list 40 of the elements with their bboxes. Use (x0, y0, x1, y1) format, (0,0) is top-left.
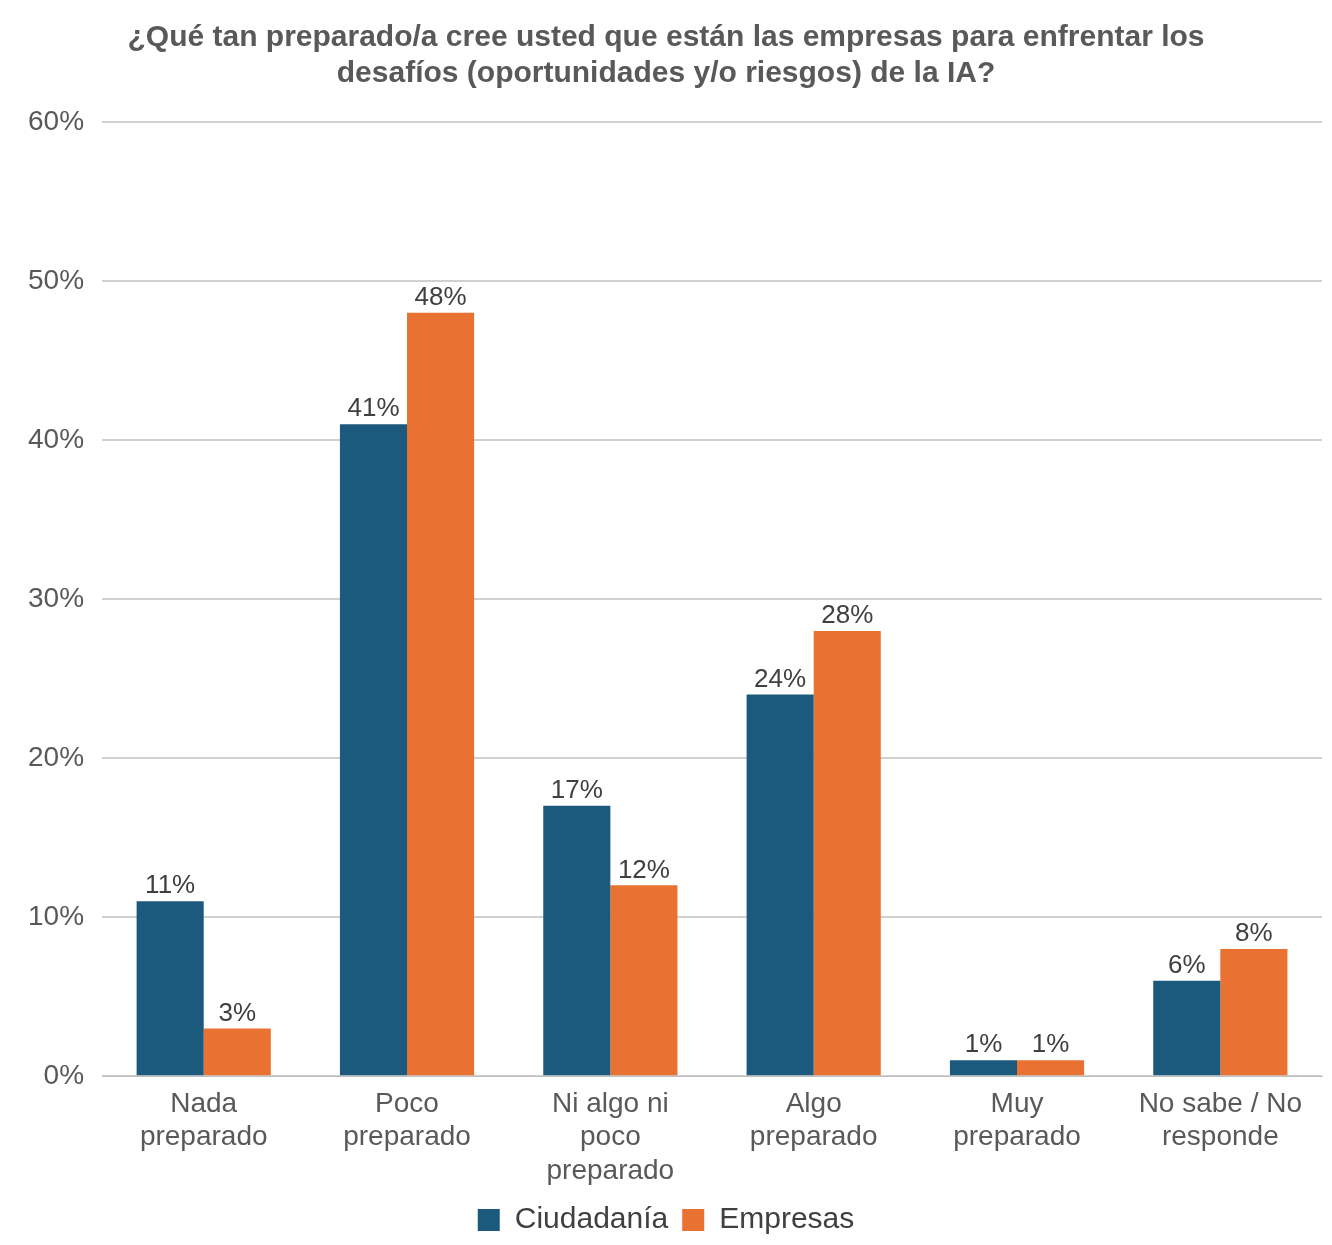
y-tick-label: 30% (27, 581, 85, 613)
bar (610, 885, 678, 1076)
legend-label: Empresas (719, 1201, 855, 1235)
data-label: 1% (1031, 1028, 1070, 1059)
data-label: 28% (821, 599, 874, 630)
chart-title: ¿Qué tan preparado/a cree usted que están las empresas para enfrentar los desafíos (oportunidades y/o riesgos) de la IA? (127, 19, 1205, 89)
bar (339, 424, 408, 1076)
x-tick-label: Nada preparado (139, 1086, 268, 1152)
y-tick-label: 60% (27, 104, 85, 136)
data-label: 6% (1168, 948, 1206, 979)
x-tick-label: No sabe / No responde (1138, 1086, 1303, 1152)
x-tick-label: Muy preparado (953, 1086, 1081, 1152)
legend-label: Ciudadanía (514, 1201, 669, 1235)
y-tick-label: 10% (27, 899, 85, 931)
data-label: 3% (218, 996, 257, 1027)
data-label: 1% (964, 1028, 1003, 1059)
bar (136, 901, 204, 1076)
data-label: 11% (145, 869, 196, 900)
x-tick-label: Poco preparado (343, 1086, 471, 1152)
bar (203, 1028, 271, 1076)
y-tick-label: 0% (43, 1058, 85, 1090)
data-label: 8% (1235, 917, 1273, 948)
y-tick-label: 40% (27, 422, 85, 454)
data-label: 24% (754, 662, 807, 693)
bar (543, 805, 611, 1076)
data-label: 48% (414, 281, 467, 312)
data-label: 17% (550, 774, 603, 805)
bar (746, 694, 814, 1076)
bar (1220, 948, 1288, 1076)
bar (1153, 980, 1221, 1076)
y-tick-label: 20% (27, 740, 85, 772)
bar (813, 630, 881, 1076)
x-tick-label: Algo preparado (749, 1086, 878, 1152)
y-tick-label: 50% (27, 263, 85, 295)
data-label: 41% (347, 392, 400, 423)
data-label: 12% (617, 853, 670, 884)
bar (949, 1060, 1018, 1076)
x-tick-label: Ni algo ni poco preparado (546, 1086, 675, 1185)
bar (1017, 1060, 1085, 1076)
bar (407, 312, 475, 1076)
